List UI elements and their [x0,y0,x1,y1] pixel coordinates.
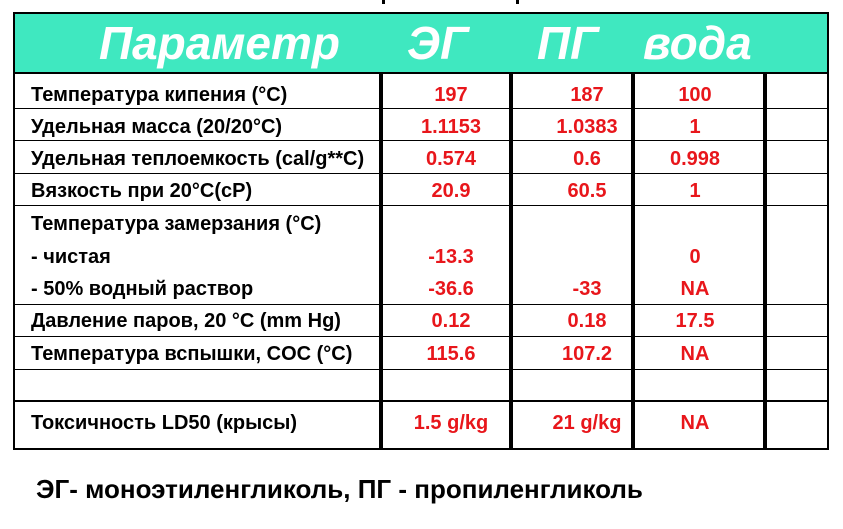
pg-value: -33 [572,278,602,300]
table-row: Температура вспышки, COC (°C) 115.6 107.2 N… [15,339,827,370]
eg-value: 115.6 [426,343,476,365]
water-value [635,371,755,402]
row-label: Давление паров, 20 °C (mm Hg) [31,310,341,332]
row-divider [15,205,827,206]
water-value [635,209,755,240]
row-label: Вязкость при 20°C(cP) [31,180,253,202]
pg-value: 21 g/kg [552,412,622,434]
table-row: Удельная масса (20/20°C) 1.1153 1.0383 1 [15,112,827,143]
row-label: Токсичность LD50 (крысы) [31,412,298,434]
water-value: NA [680,343,710,365]
eg-value [391,209,511,240]
table-row: - чистая -13.3 0 [15,242,827,273]
row-divider [15,336,827,337]
eg-value: 20.9 [431,180,471,202]
eg-value: 1.1153 [420,116,482,138]
water-value: 1 [689,116,701,138]
header-eg: ЭГ [407,17,469,69]
eg-value: 0.12 [431,310,471,332]
properties-table: Параметр ЭГ ПГ вода Температура кипения … [13,12,829,450]
row-divider [15,304,827,305]
row-label: Температура замерзания (°C) [31,213,322,235]
water-value: 0 [689,246,701,268]
top-tick [382,0,385,4]
footnote: ЭГ- моноэтиленгликоль, ПГ - пропиленглик… [36,474,643,504]
eg-value: -36.6 [428,278,474,300]
table-row: Давление паров, 20 °C (mm Hg) 0.12 0.18 17.… [15,306,827,337]
column-divider [509,74,513,448]
water-value: NA [680,278,710,300]
header-pg: ПГ [537,17,599,69]
column-divider [763,74,767,448]
row-label: Температура вспышки, COC (°C) [31,343,353,365]
row-divider [15,400,827,402]
pg-value [527,209,647,240]
column-divider [631,74,635,448]
eg-value: 1.5 g/kg [413,412,489,434]
table-row: Токсичность LD50 (крысы) 1.5 g/kg 21 g/kg N… [15,408,827,439]
row-divider [15,173,827,174]
water-value: 17.5 [675,310,715,332]
pg-value [527,242,647,273]
pg-value [527,371,647,402]
pg-value: 107.2 [561,343,613,365]
water-value: 100 [678,84,712,106]
water-value: 0.998 [669,148,721,170]
header-param: Параметр [99,17,340,69]
table-header: Параметр ЭГ ПГ вода [15,14,827,74]
column-divider [379,74,383,448]
row-divider [15,140,827,141]
pg-value: 0.6 [573,148,601,170]
eg-value: 0.574 [425,148,477,170]
pg-value: 60.5 [567,180,607,202]
table-row [15,371,827,402]
row-label: Удельная масса (20/20°C) [31,116,283,138]
row-label: - чистая [31,246,111,268]
header-water: вода [643,17,752,69]
table-row: Температура кипения (°C) 197 187 100 [15,80,827,111]
eg-value: 197 [434,84,468,106]
table-row: - 50% водный раствор -36.6 -33 NA [15,274,827,305]
table-row: Температура замерзания (°C) [15,209,827,240]
pg-value: 187 [570,84,604,106]
row-label: Температура кипения (°C) [31,84,288,106]
pg-value: 1.0383 [556,116,618,138]
water-value: NA [680,412,710,434]
table-row: Вязкость при 20°C(cP) 20.9 60.5 1 [15,176,827,207]
top-tick [516,0,519,4]
row-label: Удельная теплоемкость (cal/g**C) [31,148,365,170]
row-label: - 50% водный раствор [31,278,254,300]
pg-value: 0.18 [567,310,607,332]
table-row: Удельная теплоемкость (cal/g**C) 0.574 0.6… [15,144,827,175]
eg-value [391,371,511,402]
eg-value: -13.3 [428,246,474,268]
row-divider [15,369,827,370]
water-value: 1 [689,180,701,202]
row-divider [15,108,827,109]
